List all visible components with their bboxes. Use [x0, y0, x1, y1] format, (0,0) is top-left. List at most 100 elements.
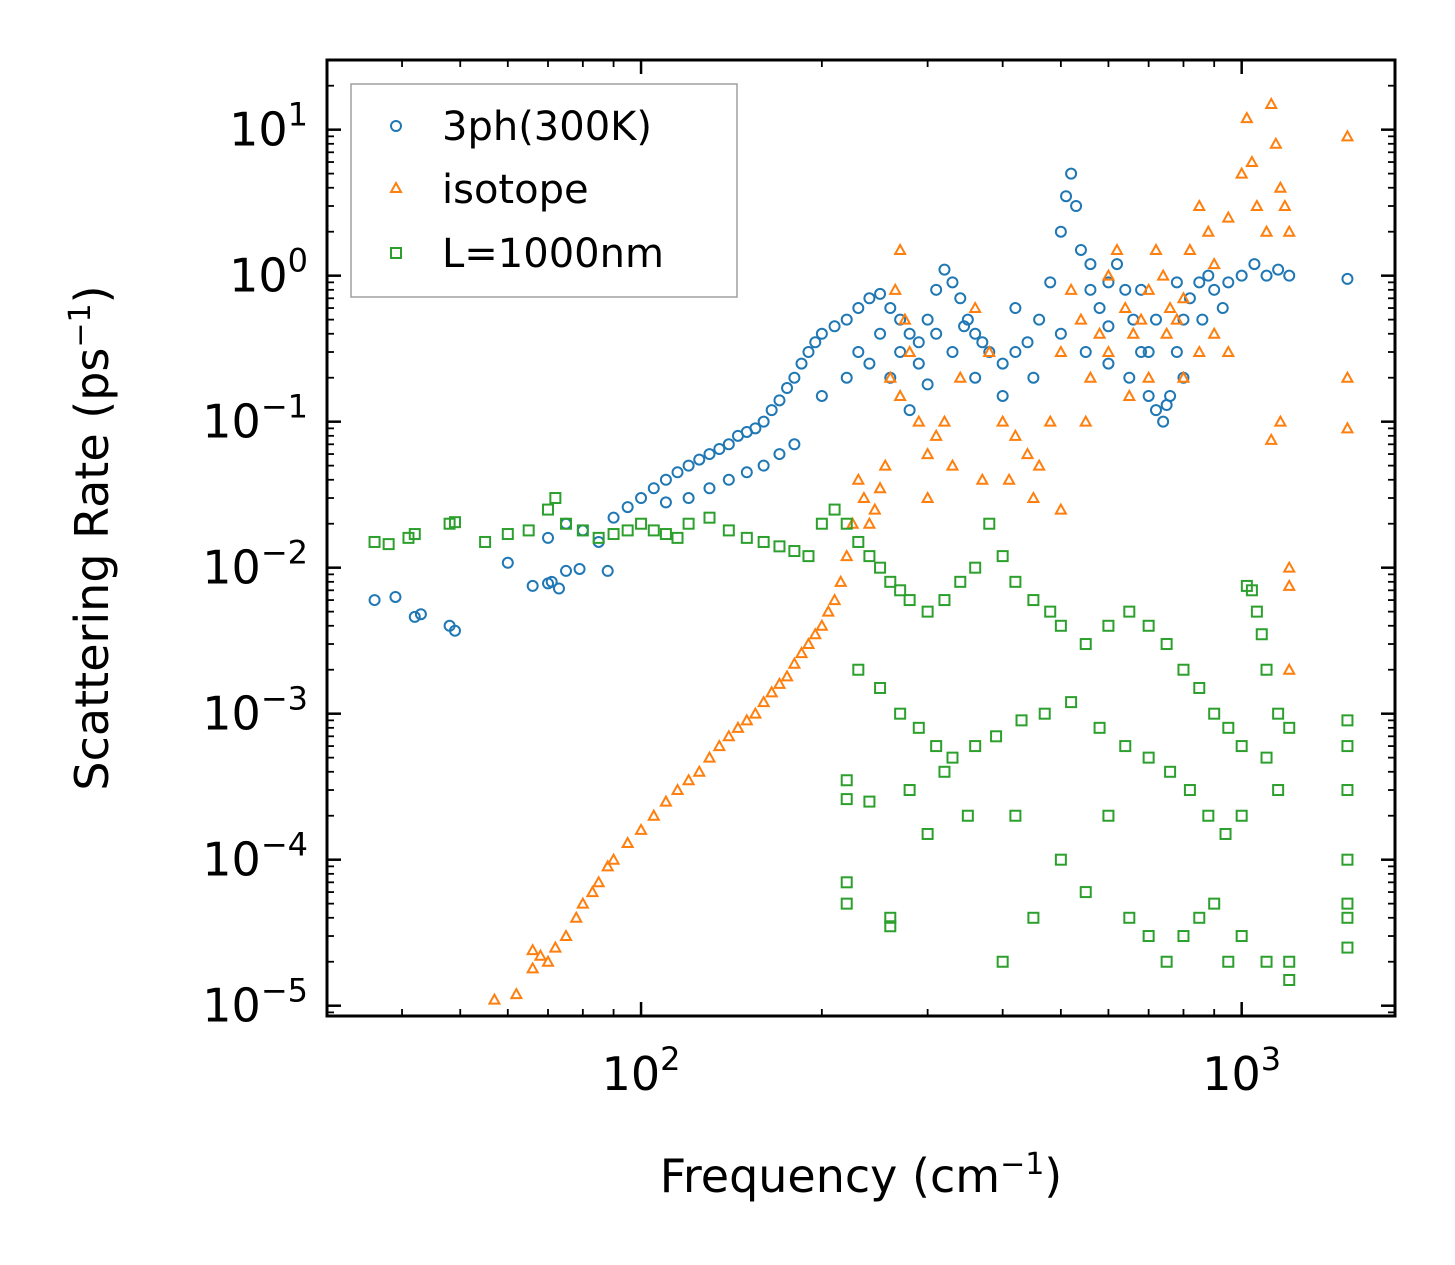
point-triangle-1-89: [1259, 224, 1274, 237]
point-triangle-1-52: [912, 414, 926, 427]
point-square-2-115: [1202, 809, 1215, 822]
point-circle-0-123: [976, 336, 989, 349]
point-square-2-114: [1183, 784, 1196, 797]
point-circle-0-77: [1157, 415, 1170, 428]
point-triangle-1-23: [722, 729, 736, 742]
point-circle-0-100: [996, 389, 1009, 402]
point-square-2-60: [1255, 628, 1268, 641]
point-triangle-1-9: [576, 896, 590, 909]
point-square-2-107: [1015, 714, 1028, 727]
point-square-2-84: [1177, 930, 1190, 943]
point-circle-0-124: [1009, 302, 1022, 315]
point-triangle-1-79: [1176, 291, 1191, 304]
point-circle-0-13: [601, 564, 614, 577]
point-square-2-82: [1142, 930, 1155, 943]
point-circle-0-10: [552, 582, 565, 595]
point-circle-0-116: [659, 496, 672, 509]
point-triangle-1-28: [764, 685, 779, 698]
point-square-2-76: [1009, 809, 1022, 822]
point-circle-0-122: [958, 320, 971, 333]
y-tick-label: 10−2: [202, 534, 308, 595]
plot-frame: [325, 58, 1397, 1018]
point-circle-0-72: [1119, 283, 1132, 296]
point-square-2-81: [1123, 911, 1136, 924]
point-triangle-1-13: [606, 852, 621, 865]
point-square-2-28: [815, 517, 828, 530]
point-square-2-117: [1235, 809, 1248, 822]
point-triangle-1-113: [1141, 370, 1156, 383]
point-triangle-1-36: [821, 604, 835, 617]
point-circle-0-66: [1070, 200, 1083, 213]
point-square-2-37: [921, 605, 934, 618]
point-triangle-1-25: [740, 713, 754, 726]
point-circle-0-37: [795, 357, 808, 370]
point-square-2-31: [852, 535, 865, 548]
point-square-2-56: [1235, 740, 1248, 753]
point-circle-0-28: [722, 438, 735, 451]
point-square-2-15: [621, 524, 634, 537]
point-circle-0-68: [1084, 283, 1097, 296]
legend-label-isotope: isotope: [442, 167, 589, 213]
point-triangle-1-12: [601, 859, 615, 872]
point-triangle-1-37: [827, 593, 842, 606]
point-square-2-30: [840, 517, 853, 530]
point-triangle-1-17: [659, 794, 673, 807]
point-circle-0-117: [852, 346, 865, 359]
point-triangle-1-50: [898, 312, 912, 325]
point-square-2-90: [1283, 973, 1296, 986]
point-triangle-1-47: [883, 370, 897, 383]
point-circle-0-103: [1079, 346, 1092, 359]
point-triangle-1-114: [1159, 326, 1174, 339]
legend-label-length: L=1000nm: [442, 231, 664, 277]
y-tick-label: 10−5: [202, 972, 308, 1033]
point-triangle-1-3: [533, 948, 548, 961]
point-circle-0-74: [1135, 346, 1148, 359]
point-square-2-116: [1219, 827, 1232, 840]
point-triangle-1-71: [1118, 300, 1132, 314]
point-circle-0-55: [961, 313, 974, 326]
point-circle-0-39: [809, 336, 822, 349]
point-square-2-65: [840, 793, 853, 806]
y-axis-label-sup: −1: [63, 303, 98, 347]
point-circle-0-86: [1235, 269, 1248, 282]
y-tick-label: 10−4: [202, 826, 308, 887]
point-circle-0-99: [969, 371, 982, 384]
point-square-2-34: [884, 575, 897, 588]
point-circle-0-53: [946, 276, 959, 289]
point-triangle-1-98: [1282, 560, 1296, 573]
point-triangle-1-22: [712, 739, 727, 752]
point-triangle-1-34: [808, 627, 822, 640]
point-triangle-1-58: [982, 344, 996, 358]
axis-ticks: [326, 59, 1395, 1016]
point-triangle-1-30: [780, 669, 794, 682]
point-triangle-1-26: [748, 706, 763, 719]
point-triangle-1-18: [670, 782, 685, 796]
point-triangle-1-33: [801, 636, 816, 650]
point-circle-0-83: [1202, 269, 1215, 282]
point-triangle-1-59: [995, 414, 1010, 427]
point-circle-0-126: [1102, 320, 1115, 333]
point-circle-0-2: [408, 610, 421, 623]
point-circle-0-70: [1102, 276, 1115, 289]
point-circle-0-46: [884, 302, 897, 315]
point-square-2-36: [903, 594, 916, 607]
point-square-2-19: [671, 531, 684, 544]
point-square-2-52: [1177, 663, 1190, 676]
legend: 3ph(300K) isotope L=1000nm: [350, 83, 738, 298]
point-square-2-58: [1245, 584, 1258, 597]
point-triangle-1-75: [1149, 242, 1163, 255]
point-triangle-1-15: [634, 822, 648, 835]
point-square-2-91: [1283, 955, 1296, 968]
point-square-2-96: [1341, 897, 1354, 910]
point-triangle-1-91: [1269, 136, 1283, 149]
point-circle-0-112: [740, 466, 753, 479]
point-triangle-1-87: [1245, 154, 1259, 168]
point-square-2-64: [840, 774, 853, 787]
point-circle-0-14: [542, 531, 555, 544]
point-triangle-1-74: [1141, 282, 1156, 295]
data-markers: [368, 96, 1355, 1005]
point-triangle-1-96: [1340, 370, 1355, 383]
point-triangle-1-117: [1207, 326, 1221, 339]
point-circle-0-92: [815, 389, 828, 402]
point-square-2-0: [368, 535, 381, 548]
